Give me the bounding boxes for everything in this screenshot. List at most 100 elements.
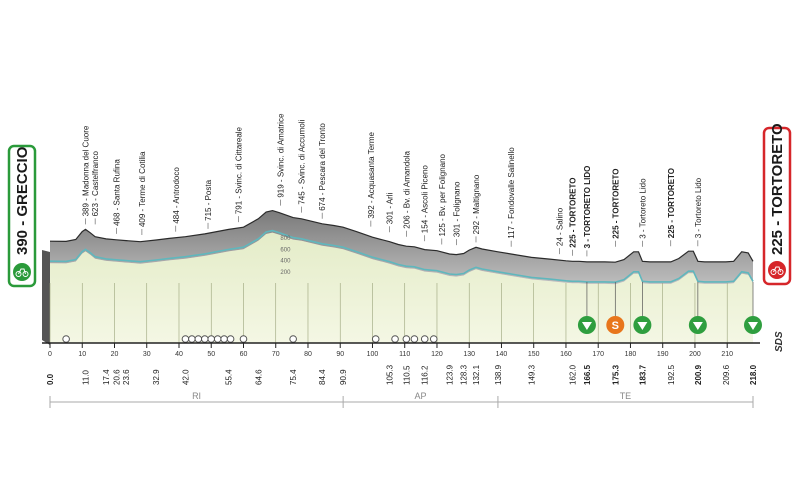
town-marker-icon [181,335,190,343]
distance-label: 105.3 [386,364,395,385]
place-label: 674 - Pescara del Tronto [318,123,327,211]
distance-label: 183.7 [638,364,647,385]
profile-land-area [50,232,753,343]
place-label: 225 - TORTORETO [667,168,676,238]
place-label: 3 - TORTORETO LIDO [583,166,592,249]
distance-label: 123.9 [446,364,455,385]
place-label: 154 - Ascoli Piceno [421,165,430,234]
distance-label: 128.3 [460,364,469,385]
distance-label: 90.9 [339,369,348,385]
tick-label: 200 [689,351,701,358]
distance-label: 23.6 [122,369,131,385]
distance-label: 166.5 [583,364,592,385]
tick-label: 30 [143,351,151,358]
distance-label: 138.9 [494,364,503,385]
tick-label: 40 [175,351,183,358]
town-marker-icon [62,335,70,343]
finish-label: 225 - TORTORETO [769,123,786,255]
elevation-label: 200 [280,270,291,276]
town-marker-icon [402,335,411,343]
tick-label: 100 [367,351,379,358]
profile-elevation-band [50,210,753,285]
profile-teal-line [49,229,754,284]
tick-label: 210 [721,351,733,358]
town-marker-icon [200,335,209,343]
tick-label: 80 [304,351,312,358]
distance-label: 32.9 [152,369,161,385]
elevation-scale: 800 600 400 200 [280,236,291,276]
tick-label: 60 [240,351,248,358]
place-label: 225 - TORTORETO [611,169,620,239]
place-label: 206 - Bv. di Amandola [402,150,411,228]
distance-label: 200.9 [694,364,703,385]
elevation-label: 400 [280,259,291,265]
tick-label: 170 [592,351,604,358]
tick-label: 190 [657,351,669,358]
tick-label: 10 [78,351,86,358]
gpm-triangle-icon [637,322,648,330]
start-altitude: 390 [14,230,31,255]
town-marker-icon [239,335,248,343]
distance-label: 11.0 [81,369,90,385]
tick-label: 160 [560,351,572,358]
place-labels: 389 - Madonna del Cuore 623 - Castelfranc… [81,113,703,257]
sprint-label: S [612,320,619,332]
place-label: 484 - Antrodoco [172,167,181,224]
tick-label: 180 [625,351,637,358]
tick-label: 130 [463,351,475,358]
elevation-label: 800 [280,236,291,242]
profile-outline [49,209,754,263]
distance-label: 17.4 [102,369,111,385]
sprint-marker-icon [606,316,625,334]
distance-label: 75.4 [289,369,298,385]
start-bike-icon [13,263,31,281]
finish-altitude: 225 [769,230,786,255]
tick-label: 70 [272,351,280,358]
place-label: 117 - Fondovalle Salinello [507,147,516,239]
town-marker-icon [188,335,196,343]
province-label: RI [192,391,201,401]
finish-name: TORTORETO [769,123,786,217]
distance-label: 175.3 [611,364,620,385]
town-marker-icon [207,335,216,343]
distance-label: 0.0 [46,373,55,385]
tick-label: 110 [399,351,410,358]
place-label: 919 - Svinc. di Amatrice [277,113,286,198]
province-strip: RI AP TE [49,391,754,408]
province-label: TE [620,391,632,401]
place-label: 24 - Salino [556,207,565,246]
tick-label: 50 [207,351,215,358]
gpm-triangle-icon [581,322,592,330]
distance-labels: 0.0 11.0 17.4 20.6 23.6 32.9 42.0 55.4 64.6 75.4 8… [46,364,758,385]
town-marker-icon [429,335,438,343]
place-label: 409 - Terme di Cotilia [138,151,147,227]
place-label: 3 - Tortoreto Lido [638,178,647,239]
place-label: 125 - Bv. per Folignano [438,153,447,236]
place-label: 389 - Madonna del Cuore [81,125,90,216]
town-marker-icon [213,335,222,343]
distance-label: 192.5 [667,364,676,385]
start-wall [42,250,50,345]
town-marker-icon [194,335,203,343]
tick-label: 120 [431,351,443,358]
elevation-label: 600 [280,247,291,253]
town-marker-icon [226,335,235,343]
place-label: 225 - TORTORETO [568,178,577,248]
sprint-marker: S [606,282,625,334]
place-label: 292 - Maltignano [472,174,481,234]
x-tick-labels: 0 10 20 30 40 50 60 70 80 90 100 110 120 130 140 150 160… [48,351,733,358]
tick-label: 140 [496,351,508,358]
distance-label: 209.6 [722,364,731,385]
distance-label: 64.6 [254,369,263,385]
tick-label: 150 [528,351,540,358]
place-label: 3 - Tortoreto Lido [694,177,703,238]
place-label: 468 - Santa Rufina [112,159,121,226]
gpm-triangle-icon [748,322,758,330]
distance-label: 149.3 [527,364,536,385]
finish-badge: 225 - TORTORETO [762,123,792,286]
start-badge: 390 - GRECCIO [7,144,37,288]
distance-label: 132.1 [472,364,481,385]
place-label: 623 - Castelfranco [91,150,100,216]
place-label: 301 - Arli [386,192,395,224]
place-label: 301 - Folignano [452,181,461,237]
